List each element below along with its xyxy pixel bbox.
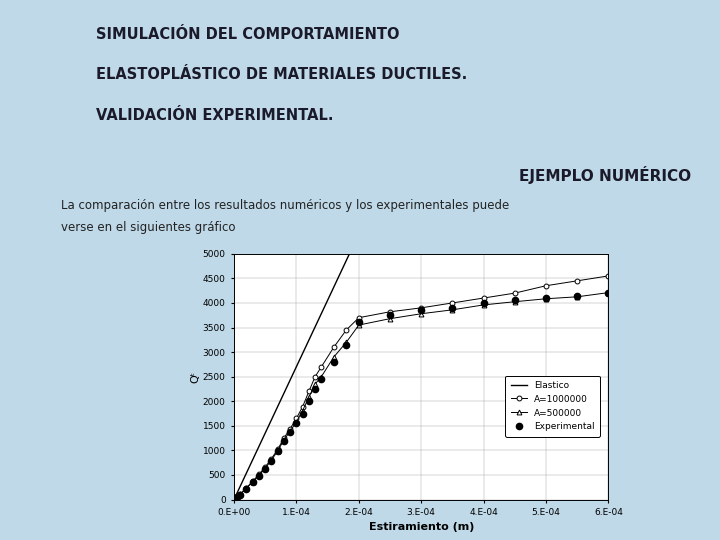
Experimental bbox=[298, 410, 307, 417]
A=500000 bbox=[480, 302, 488, 308]
X-axis label: Estiramiento (m): Estiramiento (m) bbox=[369, 522, 474, 532]
A=500000 bbox=[230, 496, 238, 503]
Experimental bbox=[230, 496, 238, 503]
Line: Experimental: Experimental bbox=[231, 290, 611, 503]
A=500000 bbox=[510, 299, 519, 305]
Experimental bbox=[248, 479, 257, 485]
Line: A=500000: A=500000 bbox=[232, 290, 611, 502]
A=500000 bbox=[274, 448, 282, 454]
A=500000 bbox=[292, 418, 301, 425]
A=500000 bbox=[279, 437, 288, 443]
Text: SIMULACIÓN DEL COMPORTAMIENTO: SIMULACIÓN DEL COMPORTAMIENTO bbox=[96, 26, 399, 42]
Text: La comparación entre los resultados numéricos y los experimentales puede: La comparación entre los resultados numé… bbox=[61, 199, 510, 212]
A=500000 bbox=[354, 322, 363, 328]
A=500000 bbox=[541, 295, 550, 302]
Experimental bbox=[417, 307, 426, 314]
A=500000 bbox=[342, 339, 351, 346]
A=1000000 bbox=[354, 314, 363, 321]
Experimental bbox=[573, 292, 582, 299]
Experimental bbox=[510, 297, 519, 303]
A=1000000 bbox=[448, 300, 456, 306]
A=1000000 bbox=[292, 415, 301, 422]
A=1000000 bbox=[480, 295, 488, 301]
A=1000000 bbox=[274, 446, 282, 453]
Experimental bbox=[317, 376, 325, 382]
Experimental bbox=[233, 494, 241, 500]
Legend: Elastico, A=1000000, A=500000, Experimental: Elastico, A=1000000, A=500000, Experimen… bbox=[505, 376, 600, 436]
Text: VALIDACIÓN EXPERIMENTAL.: VALIDACIÓN EXPERIMENTAL. bbox=[96, 109, 333, 124]
A=1000000 bbox=[233, 494, 241, 500]
A=1000000 bbox=[311, 374, 320, 380]
A=1000000 bbox=[417, 305, 426, 311]
A=1000000 bbox=[261, 464, 269, 470]
Y-axis label: Qᵗ: Qᵗ bbox=[190, 370, 200, 383]
A=500000 bbox=[317, 374, 325, 380]
Experimental bbox=[305, 398, 313, 404]
A=1000000 bbox=[286, 426, 294, 432]
A=1000000 bbox=[573, 278, 582, 284]
A=500000 bbox=[573, 294, 582, 300]
A=500000 bbox=[330, 354, 338, 360]
A=500000 bbox=[248, 478, 257, 485]
Experimental bbox=[480, 300, 488, 306]
A=500000 bbox=[298, 407, 307, 414]
Experimental bbox=[354, 319, 363, 325]
Experimental bbox=[261, 466, 269, 472]
A=1000000 bbox=[267, 455, 276, 462]
Experimental bbox=[236, 491, 245, 498]
A=500000 bbox=[286, 428, 294, 435]
Experimental bbox=[342, 341, 351, 348]
A=1000000 bbox=[510, 290, 519, 296]
A=1000000 bbox=[317, 363, 325, 370]
Experimental bbox=[255, 472, 264, 479]
Experimental bbox=[311, 386, 320, 392]
A=1000000 bbox=[236, 491, 245, 497]
A=500000 bbox=[261, 465, 269, 471]
Text: ELASTOPLÁSTICO DE MATERIALES DUCTILES.: ELASTOPLÁSTICO DE MATERIALES DUCTILES. bbox=[96, 67, 467, 82]
A=500000 bbox=[448, 307, 456, 313]
Experimental bbox=[274, 448, 282, 455]
Text: verse en el siguientes gráfico: verse en el siguientes gráfico bbox=[61, 221, 235, 234]
A=1000000 bbox=[386, 308, 395, 315]
Experimental bbox=[279, 437, 288, 444]
Experimental bbox=[267, 458, 276, 464]
A=500000 bbox=[305, 394, 313, 401]
A=500000 bbox=[417, 310, 426, 317]
A=500000 bbox=[604, 289, 613, 296]
A=1000000 bbox=[604, 273, 613, 279]
A=1000000 bbox=[541, 282, 550, 289]
Experimental bbox=[292, 420, 301, 427]
A=500000 bbox=[236, 491, 245, 497]
A=1000000 bbox=[248, 478, 257, 484]
A=1000000 bbox=[305, 388, 313, 395]
A=1000000 bbox=[279, 435, 288, 441]
Experimental bbox=[448, 305, 456, 311]
Experimental bbox=[286, 428, 294, 435]
A=1000000 bbox=[230, 496, 238, 503]
A=500000 bbox=[255, 472, 264, 478]
Experimental bbox=[604, 290, 613, 296]
Text: EJEMPLO NUMÉRICO: EJEMPLO NUMÉRICO bbox=[519, 166, 691, 184]
A=1000000 bbox=[330, 344, 338, 350]
A=1000000 bbox=[255, 471, 264, 478]
A=500000 bbox=[233, 494, 241, 500]
Line: A=1000000: A=1000000 bbox=[232, 273, 611, 502]
A=1000000 bbox=[298, 403, 307, 410]
A=500000 bbox=[242, 485, 251, 491]
A=500000 bbox=[386, 315, 395, 322]
Experimental bbox=[242, 485, 251, 492]
Experimental bbox=[541, 295, 550, 301]
A=500000 bbox=[267, 457, 276, 463]
Experimental bbox=[330, 359, 338, 365]
A=1000000 bbox=[242, 484, 251, 491]
A=500000 bbox=[311, 381, 320, 387]
Experimental bbox=[386, 312, 395, 319]
A=1000000 bbox=[342, 327, 351, 333]
